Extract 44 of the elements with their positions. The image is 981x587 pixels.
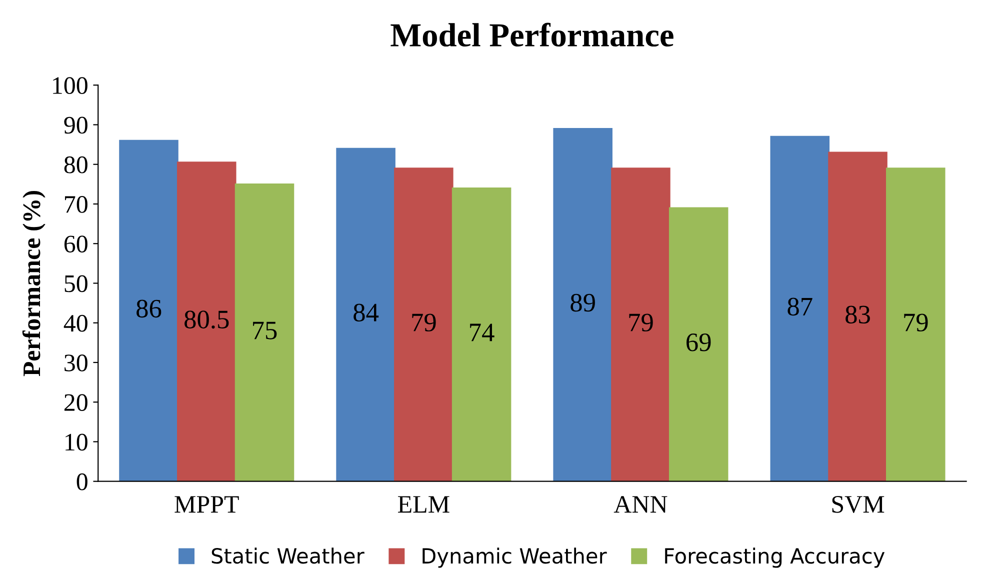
- bar: [234, 183, 294, 482]
- data-label: 87: [788, 298, 812, 316]
- data-label: 75: [253, 322, 277, 340]
- data-label: 83: [846, 306, 870, 324]
- bar: [394, 168, 454, 482]
- bar: [553, 128, 612, 482]
- y-tick-label: 0: [76, 473, 88, 490]
- y-tick-label: 90: [64, 116, 88, 134]
- y-tick-label: 50: [64, 275, 88, 292]
- data-label: 84: [354, 304, 379, 322]
- bar: [828, 152, 888, 482]
- data-label: 79: [629, 314, 653, 332]
- data-label: 80.5: [184, 310, 229, 329]
- chart-title: Model Performance: [390, 22, 674, 47]
- legend-label: Forecasting Accuracy: [665, 548, 885, 568]
- legend-label: Dynamic Weather: [422, 548, 607, 568]
- y-axis-title: Performance (%): [22, 190, 46, 376]
- data-label: 79: [904, 314, 928, 332]
- bar: [336, 148, 396, 482]
- y-tick-label: 30: [64, 354, 88, 372]
- y-tick-label: 20: [64, 394, 88, 412]
- legend-label: Static Weather: [212, 548, 364, 564]
- bar: [176, 162, 236, 482]
- bar: [770, 136, 830, 482]
- x-tick-label: SVM: [832, 496, 884, 513]
- x-tick-label: ANN: [614, 496, 668, 513]
- y-tick-label: 70: [65, 196, 88, 213]
- data-label: 89: [570, 294, 595, 312]
- data-label: 79: [412, 314, 436, 332]
- y-tick-label: 100: [53, 77, 88, 94]
- bar: [886, 168, 946, 482]
- x-tick-label: MPPT: [174, 496, 239, 513]
- bar: [668, 207, 728, 482]
- bar: [452, 187, 512, 482]
- data-label: 86: [136, 300, 162, 318]
- data-label: 74: [470, 324, 494, 342]
- bar: [119, 140, 178, 482]
- y-tick-label: 40: [64, 314, 88, 332]
- y-tick-label: 60: [64, 236, 88, 253]
- y-tick-label: 80: [64, 156, 88, 174]
- x-tick-label: ELM: [398, 496, 450, 513]
- y-tick-label: 10: [66, 434, 88, 451]
- data-label: 69: [686, 334, 711, 352]
- bar: [611, 168, 670, 482]
